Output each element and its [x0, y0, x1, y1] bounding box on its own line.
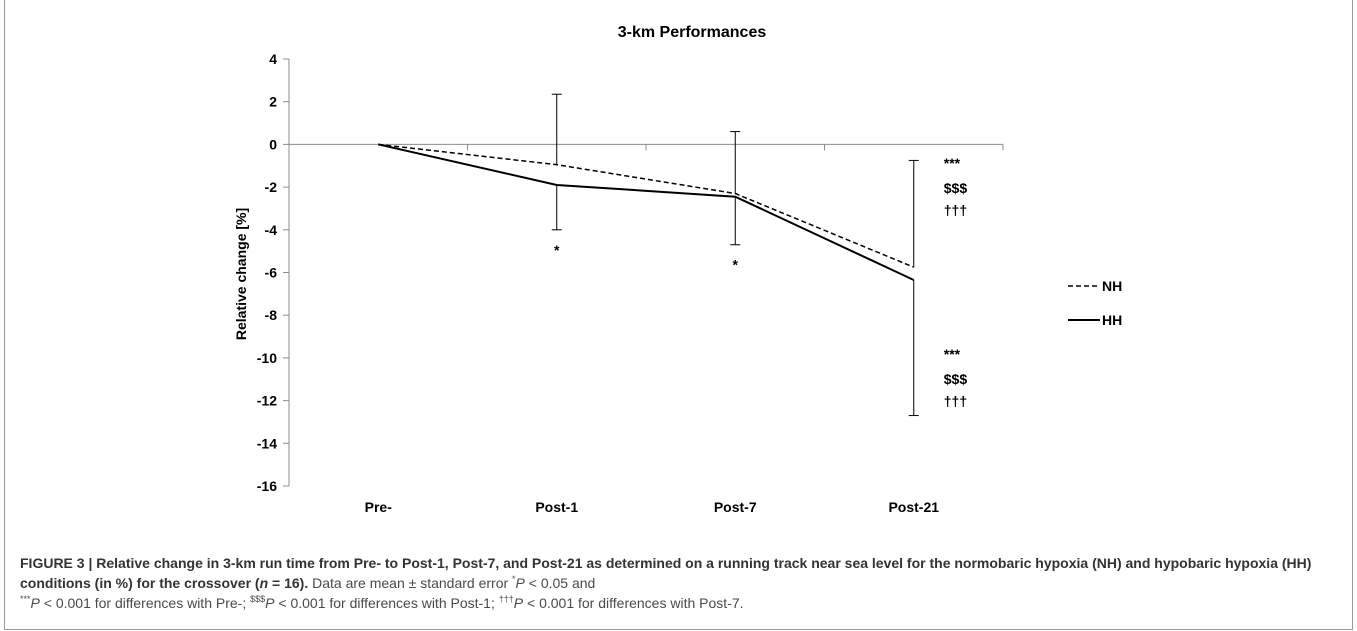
significance-marker: *** — [944, 346, 961, 362]
x-tick-label: Post-21 — [888, 499, 939, 515]
caption-mark-4: ††† — [498, 594, 514, 604]
caption-text-2: < 0.05 and — [524, 575, 596, 591]
legend-label-hh: HH — [1102, 312, 1122, 328]
y-tick-label: 2 — [269, 94, 277, 110]
chart-title: 3-km Performances — [618, 24, 767, 41]
series-layer — [378, 93, 919, 417]
significance-marker: *** — [944, 155, 961, 171]
caption-text-4: < 0.001 for differences with Post-1; — [274, 595, 499, 611]
y-tick-label: -14 — [257, 435, 277, 451]
significance-marker: $$$ — [944, 180, 968, 196]
axes: 4 2 0 -2 -4 -6 -8 -10 -12 -14 -16 Pre- Post-1 Post-7 P… — [257, 51, 1004, 515]
y-tick-label: -8 — [265, 307, 278, 323]
x-tick-label: Post-1 — [535, 499, 578, 515]
y-tick-label: -2 — [265, 179, 278, 195]
significance-marker: ††† — [944, 393, 967, 409]
caption-text-5: < 0.001 for differences with Post-7. — [523, 595, 744, 611]
caption-n-value: = 16). — [268, 575, 309, 591]
caption-n-symbol: n — [259, 575, 269, 591]
figure-frame — [4, 0, 1353, 630]
caption-label: FIGURE 3 | Relative change in 3-km run t… — [20, 555, 1312, 591]
significance-marker: * — [554, 242, 560, 258]
y-tick-label: -16 — [257, 478, 277, 494]
chart: 3-km Performances Relative change [%] 4 2… — [233, 24, 1122, 515]
y-tick-label: -12 — [257, 393, 277, 409]
y-tick-label: 0 — [269, 136, 277, 152]
caption-mark-2: *** — [20, 594, 31, 604]
legend: NH HH — [1068, 278, 1122, 328]
series-line-nh — [378, 143, 915, 268]
y-tick-label: -4 — [265, 222, 278, 238]
caption-text-1: Data are mean ± standard error — [308, 575, 513, 591]
significance-marker: ††† — [944, 202, 967, 218]
caption-p-2: P — [30, 595, 40, 611]
series-line-hh — [378, 143, 915, 281]
legend-label-nh: NH — [1102, 278, 1122, 294]
y-tick-label: -10 — [257, 350, 277, 366]
y-axis-label: Relative change [%] — [233, 208, 249, 340]
caption-p-4: P — [513, 595, 524, 611]
caption-mark-3: $$$ — [250, 594, 266, 604]
x-tick-label: Post-7 — [714, 499, 757, 515]
x-tick-label: Pre- — [365, 499, 393, 515]
figure-caption: FIGURE 3 | Relative change in 3-km run t… — [20, 553, 1330, 613]
y-tick-label: 4 — [269, 51, 277, 67]
significance-marker: $$$ — [944, 371, 968, 387]
y-tick-label: -6 — [265, 265, 278, 281]
annotation-layer: *****$$$†††***$$$††† — [554, 155, 967, 409]
caption-p-1: P — [515, 575, 525, 591]
caption-p-3: P — [265, 595, 275, 611]
significance-marker: * — [733, 257, 739, 273]
caption-text-3: < 0.001 for differences with Pre-; — [39, 595, 251, 611]
caption-mark-1: * — [512, 574, 516, 584]
